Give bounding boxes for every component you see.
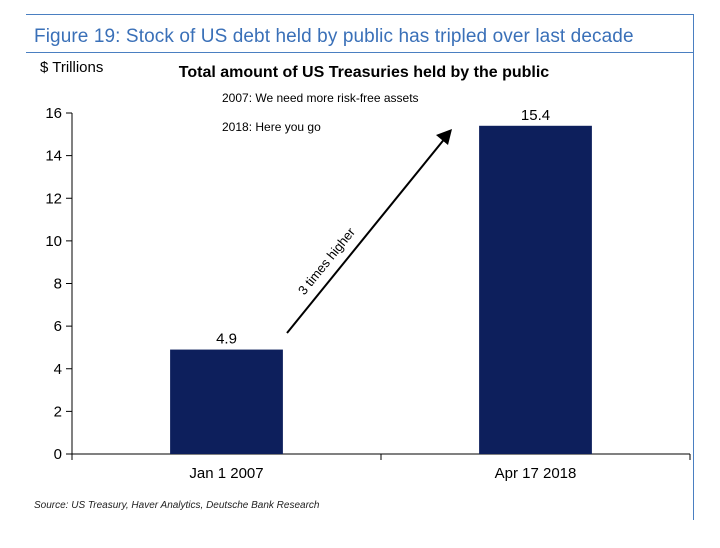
source-note: Source: US Treasury, Haver Analytics, De…	[34, 500, 320, 511]
growth-arrow: 3 times higher	[286, 129, 452, 334]
bars: 4.9 15.4	[170, 107, 592, 454]
y-tick-label: 10	[45, 233, 62, 250]
y-tick-label: 14	[45, 148, 62, 165]
y-tick-label: 4	[54, 361, 62, 378]
figure-frame	[26, 14, 694, 520]
bar-value-label: 4.9	[216, 331, 237, 348]
x-category-label: Jan 1 2007	[189, 465, 263, 482]
x-category-label: Apr 17 2018	[495, 465, 577, 482]
chart-title: Total amount of US Treasuries held by th…	[179, 64, 550, 81]
y-tick-label: 6	[54, 318, 62, 335]
bar-value-label: 15.4	[521, 107, 550, 124]
growth-arrow-line	[286, 136, 447, 334]
annotation-note-2: 2018: Here you go	[222, 120, 321, 134]
y-tick-label: 16	[45, 105, 62, 122]
growth-arrowhead-icon	[436, 129, 452, 145]
y-axis: 0 2 4 6 8 10 12 14 16	[45, 105, 73, 463]
y-unit-label: $ Trillions	[40, 59, 103, 76]
figure-title: Figure 19: Stock of US debt held by publ…	[34, 26, 634, 47]
y-tick-label: 0	[54, 446, 62, 463]
y-tick-label: 12	[45, 190, 62, 207]
bar	[479, 125, 592, 454]
x-axis: Jan 1 2007 Apr 17 2018	[71, 453, 691, 482]
y-tick-label: 2	[54, 403, 62, 420]
bar	[170, 349, 283, 454]
annotation-note-1: 2007: We need more risk-free assets	[222, 91, 419, 105]
title-divider	[26, 52, 694, 53]
growth-arrow-label: 3 times higher	[295, 224, 358, 297]
y-tick-label: 8	[54, 276, 62, 293]
